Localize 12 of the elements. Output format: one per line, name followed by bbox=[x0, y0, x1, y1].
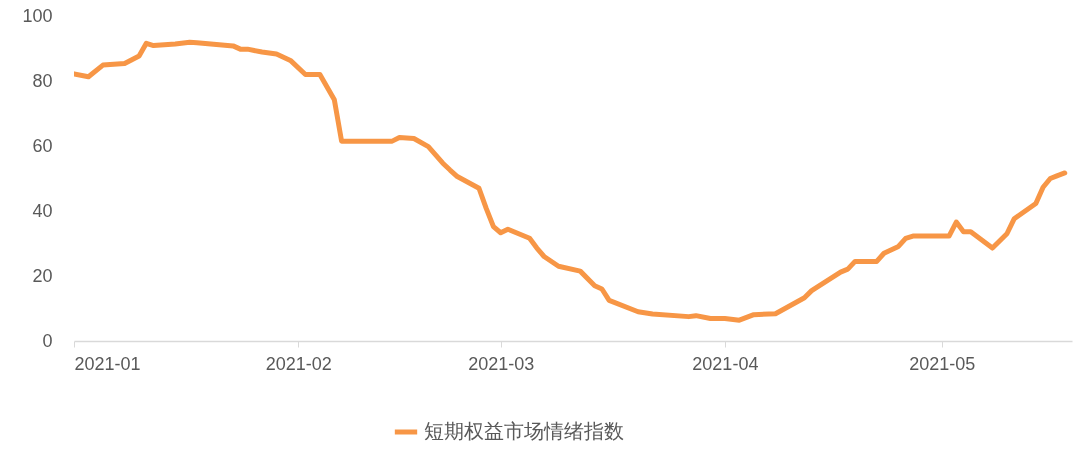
y-tick-label: 20 bbox=[32, 265, 53, 286]
legend-label: 短期权益市场情绪指数 bbox=[424, 420, 624, 442]
x-tick-label: 2021-01 bbox=[74, 353, 141, 374]
x-tick-label: 2021-03 bbox=[468, 353, 535, 374]
y-tick-label: 100 bbox=[22, 5, 53, 26]
x-tick-label: 2021-04 bbox=[692, 353, 759, 374]
y-tick-label: 60 bbox=[32, 135, 53, 156]
y-tick-label: 40 bbox=[32, 200, 53, 221]
y-tick-label: 80 bbox=[32, 70, 53, 91]
y-tick-label: 0 bbox=[42, 330, 53, 351]
x-tick-label: 2021-05 bbox=[909, 353, 976, 374]
x-tick-label: 2021-02 bbox=[265, 353, 332, 374]
